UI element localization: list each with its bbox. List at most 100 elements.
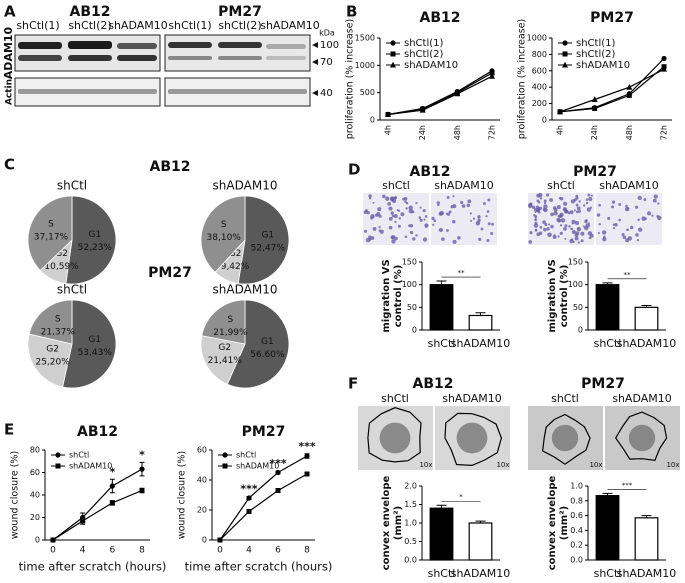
cell-line-title: AB12: [70, 4, 111, 20]
chart-title: PM27: [590, 10, 634, 26]
series-line: [387, 70, 493, 116]
image-label: shCtl: [547, 179, 575, 192]
cell-dot: [534, 217, 537, 220]
y-tick-label: 0: [578, 326, 583, 335]
significance: ***: [622, 481, 633, 489]
cell-dot: [436, 201, 440, 205]
cell-dot: [598, 223, 601, 226]
pie-slice: [200, 195, 246, 273]
cell-dot: [582, 204, 586, 207]
cell-dot: [404, 235, 408, 239]
y-tick-label: 1.5: [404, 500, 417, 509]
cell-dot: [577, 241, 580, 244]
cell-dot: [536, 232, 541, 237]
cell-dot: [564, 224, 568, 228]
cell-dot: [543, 199, 547, 203]
slice-value-label: 52,47%: [251, 243, 286, 253]
cell-dot: [589, 206, 593, 209]
cell-dot: [385, 196, 390, 201]
data-point: [109, 500, 115, 506]
slice-label: G2: [46, 345, 59, 355]
y-tick-label: 1500: [355, 34, 375, 43]
cell-dot: [466, 203, 471, 208]
y-axis-label: migration VS: [381, 259, 392, 332]
slice-label: G1: [261, 230, 274, 240]
x-tick-label: 4: [80, 546, 86, 556]
band: [117, 43, 157, 49]
group-title: AB12: [150, 159, 191, 175]
cell-dot: [536, 193, 541, 198]
bar: [595, 284, 620, 331]
cell-dot: [548, 223, 551, 226]
legend-label: shCtl: [69, 451, 89, 460]
data-point: [50, 537, 56, 543]
group-title: AB12: [410, 164, 451, 180]
y-tick-label: 0: [35, 536, 40, 545]
cell-dot: [372, 227, 377, 231]
cell-dot: [438, 227, 443, 233]
cell-dot: [598, 203, 601, 207]
kda-marker: 40: [320, 88, 333, 99]
cell-dot: [393, 213, 398, 219]
cell-dot: [629, 225, 634, 230]
cell-dot: [618, 202, 622, 206]
cell-dot: [582, 225, 585, 228]
cell-dot: [635, 233, 639, 237]
cell-dot: [533, 213, 536, 217]
cell-dot: [536, 199, 539, 202]
y-axis-label: convex envelope: [547, 475, 558, 570]
legend-label: shCtl(2): [576, 49, 615, 60]
x-tick-label: 0: [217, 546, 223, 556]
x-tick-label: 8: [139, 546, 145, 556]
cell-dot: [400, 212, 405, 217]
cell-dot: [446, 195, 450, 199]
image-label: shCtl: [381, 392, 409, 405]
cell-dot: [432, 223, 435, 226]
cell-dot: [534, 228, 538, 232]
significance: *: [109, 465, 115, 478]
significance: ***: [240, 483, 258, 496]
cell-dot: [618, 218, 621, 222]
data-point: [661, 55, 667, 62]
legend-label: shCtl: [236, 451, 256, 460]
pie-title: shCtl: [57, 283, 87, 297]
data-point: [626, 84, 633, 90]
cell-dot: [544, 222, 548, 227]
cell-dot: [418, 216, 422, 219]
data-point: [489, 70, 495, 76]
cell-dot: [528, 240, 533, 244]
data-point: [80, 518, 86, 524]
cell-dot: [542, 220, 546, 224]
cell-dot: [368, 194, 372, 198]
chart-title: AB12: [420, 10, 461, 26]
cell-dot: [636, 238, 640, 242]
chart-title: PM27: [242, 424, 286, 440]
y-axis-label: proliferation (% increase): [517, 19, 528, 139]
x-tick-label: shCtl: [594, 567, 622, 580]
x-tick-label: 72h: [488, 125, 497, 140]
y-tick-label: 1.0: [404, 519, 417, 528]
convex-envelope: [367, 407, 422, 463]
cell-dot: [549, 198, 553, 202]
protein-label: ADAM10: [2, 26, 15, 79]
y-axis-label: (mm²): [393, 506, 404, 540]
cell-dot: [550, 212, 554, 217]
band: [266, 44, 306, 49]
data-point: [489, 73, 495, 79]
cell-dot: [552, 206, 557, 210]
image-label: shADAM10: [612, 392, 672, 405]
panel-letter: E: [4, 421, 14, 439]
cell-dot: [452, 219, 456, 224]
cell-dot: [556, 205, 561, 210]
data-point: [304, 471, 310, 477]
cell-dot: [433, 219, 437, 223]
error-bar: [436, 280, 447, 285]
bar: [429, 507, 454, 561]
cell-dot: [533, 223, 539, 228]
y-axis-label: (mm²): [559, 506, 570, 540]
band: [218, 56, 262, 60]
cell-dot: [431, 216, 435, 220]
cell-dot: [641, 216, 646, 221]
cell-dot: [569, 210, 574, 215]
data-point: [246, 495, 252, 501]
